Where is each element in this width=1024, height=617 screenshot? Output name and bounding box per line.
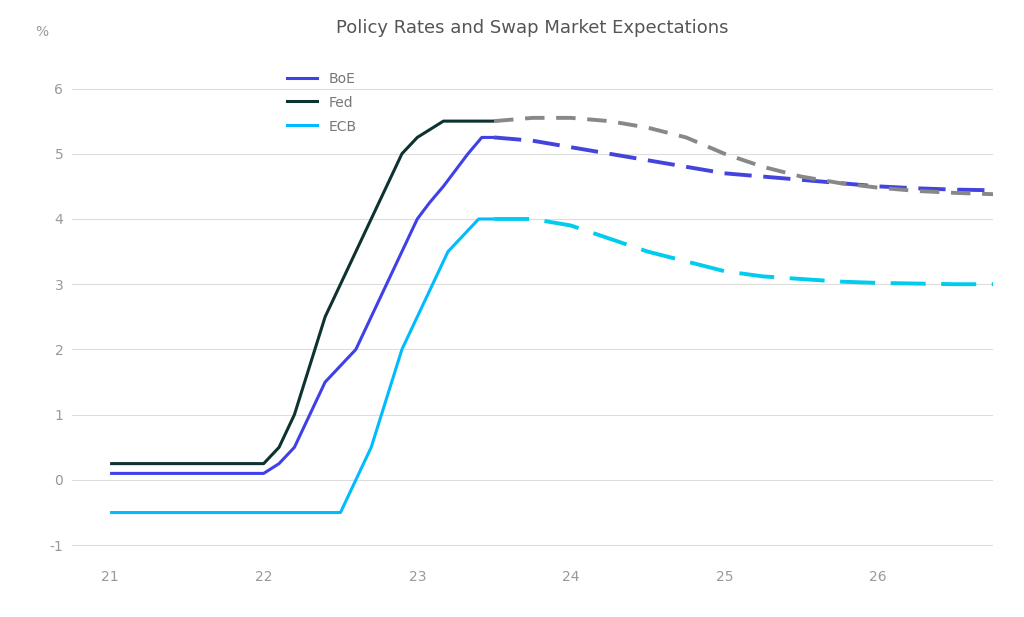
Text: %: % — [35, 25, 48, 39]
Title: Policy Rates and Swap Market Expectations: Policy Rates and Swap Market Expectation… — [336, 19, 729, 36]
Legend: BoE, Fed, ECB: BoE, Fed, ECB — [282, 67, 362, 139]
